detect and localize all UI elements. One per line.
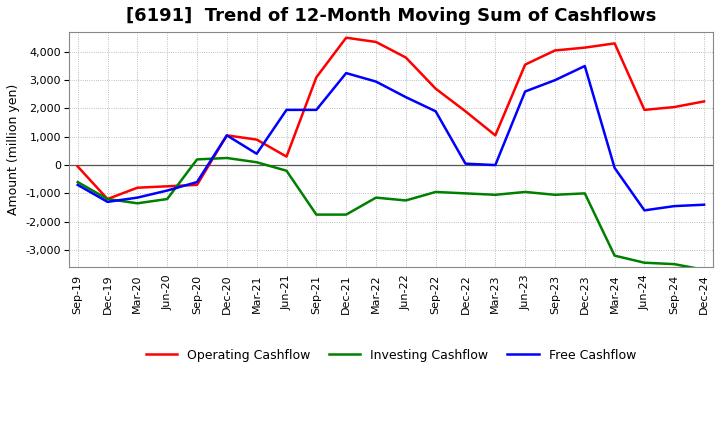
- Operating Cashflow: [312, 75, 320, 80]
- Free Cashflow: [670, 203, 678, 209]
- Investing Cashflow: [700, 267, 708, 272]
- Operating Cashflow: [431, 86, 440, 92]
- Operating Cashflow: [580, 45, 589, 50]
- Free Cashflow: [103, 199, 112, 205]
- Free Cashflow: [312, 107, 320, 113]
- Investing Cashflow: [491, 192, 500, 198]
- Operating Cashflow: [73, 164, 82, 169]
- Free Cashflow: [253, 151, 261, 156]
- Investing Cashflow: [193, 157, 202, 162]
- Free Cashflow: [372, 79, 380, 84]
- Investing Cashflow: [163, 196, 171, 202]
- Free Cashflow: [342, 70, 351, 76]
- Investing Cashflow: [282, 168, 291, 173]
- Operating Cashflow: [103, 196, 112, 202]
- Operating Cashflow: [462, 109, 470, 114]
- Investing Cashflow: [640, 260, 649, 265]
- Free Cashflow: [700, 202, 708, 207]
- Investing Cashflow: [431, 189, 440, 194]
- Free Cashflow: [462, 161, 470, 166]
- Operating Cashflow: [402, 55, 410, 60]
- Investing Cashflow: [521, 189, 529, 194]
- Operating Cashflow: [163, 183, 171, 189]
- Free Cashflow: [640, 208, 649, 213]
- Operating Cashflow: [342, 35, 351, 40]
- Free Cashflow: [491, 162, 500, 168]
- Investing Cashflow: [312, 212, 320, 217]
- Investing Cashflow: [670, 261, 678, 267]
- Title: [6191]  Trend of 12-Month Moving Sum of Cashflows: [6191] Trend of 12-Month Moving Sum of C…: [126, 7, 656, 25]
- Operating Cashflow: [222, 133, 231, 138]
- Legend: Operating Cashflow, Investing Cashflow, Free Cashflow: Operating Cashflow, Investing Cashflow, …: [141, 344, 641, 367]
- Operating Cashflow: [521, 62, 529, 67]
- Operating Cashflow: [700, 99, 708, 104]
- Operating Cashflow: [253, 137, 261, 142]
- Operating Cashflow: [372, 39, 380, 44]
- Investing Cashflow: [103, 196, 112, 202]
- Operating Cashflow: [611, 41, 619, 46]
- Operating Cashflow: [193, 182, 202, 187]
- Investing Cashflow: [73, 180, 82, 185]
- Free Cashflow: [163, 188, 171, 193]
- Free Cashflow: [73, 182, 82, 187]
- Free Cashflow: [611, 165, 619, 171]
- Investing Cashflow: [580, 191, 589, 196]
- Investing Cashflow: [611, 253, 619, 258]
- Investing Cashflow: [222, 155, 231, 161]
- Line: Operating Cashflow: Operating Cashflow: [78, 38, 704, 199]
- Free Cashflow: [282, 107, 291, 113]
- Operating Cashflow: [551, 48, 559, 53]
- Line: Investing Cashflow: Investing Cashflow: [78, 158, 704, 270]
- Investing Cashflow: [253, 160, 261, 165]
- Free Cashflow: [222, 133, 231, 138]
- Free Cashflow: [193, 180, 202, 185]
- Free Cashflow: [521, 89, 529, 94]
- Free Cashflow: [580, 63, 589, 69]
- Investing Cashflow: [402, 198, 410, 203]
- Operating Cashflow: [640, 107, 649, 113]
- Y-axis label: Amount (million yen): Amount (million yen): [7, 84, 20, 215]
- Investing Cashflow: [462, 191, 470, 196]
- Free Cashflow: [402, 95, 410, 100]
- Free Cashflow: [431, 109, 440, 114]
- Operating Cashflow: [491, 133, 500, 138]
- Operating Cashflow: [282, 154, 291, 159]
- Free Cashflow: [551, 77, 559, 83]
- Line: Free Cashflow: Free Cashflow: [78, 66, 704, 210]
- Investing Cashflow: [342, 212, 351, 217]
- Operating Cashflow: [133, 185, 142, 191]
- Investing Cashflow: [372, 195, 380, 200]
- Investing Cashflow: [133, 201, 142, 206]
- Free Cashflow: [133, 195, 142, 200]
- Operating Cashflow: [670, 104, 678, 110]
- Investing Cashflow: [551, 192, 559, 198]
